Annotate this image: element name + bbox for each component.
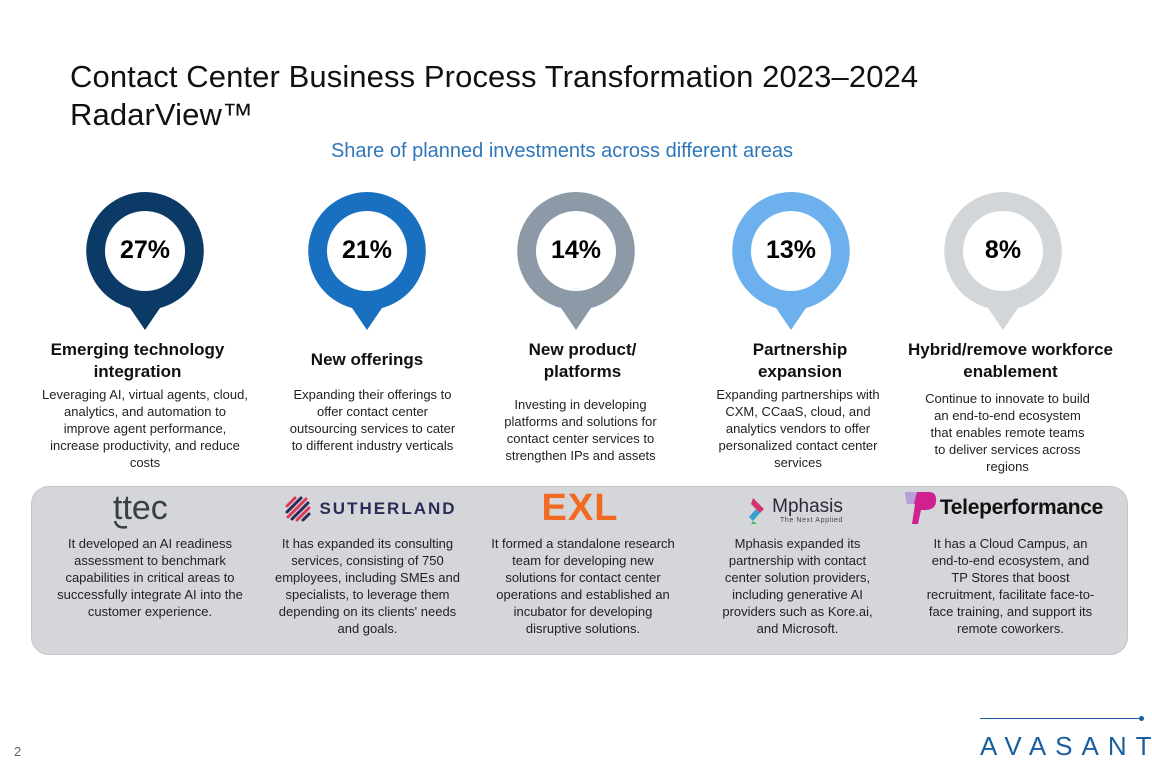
sutherland-logo: SUTHERLAND (270, 492, 470, 526)
exl-wordmark: EXL (541, 486, 619, 529)
slide-subtitle: Share of planned investments across diff… (330, 140, 794, 162)
pin-new-offerings: 21% (307, 190, 427, 340)
map-pin-icon (732, 192, 850, 330)
avasant-logo: AVASANT (980, 731, 1152, 761)
map-pin-icon (517, 192, 635, 330)
area-heading: New offerings (310, 350, 424, 369)
percent-value: 21% (341, 236, 393, 264)
title-line-1: Contact Center Business Process Transfor… (70, 59, 919, 94)
percent-value: 8% (984, 236, 1022, 264)
ttec-logo: ttec (95, 488, 205, 530)
mphasis-logo: Mphasis The Next Applied (735, 490, 855, 530)
ttec-wordmark: ttec (113, 489, 168, 527)
area-description: Investing in developing platforms and so… (504, 397, 657, 463)
map-pin-icon (308, 192, 426, 330)
percent-value: 14% (550, 236, 602, 264)
provider-highlights-panel (31, 486, 1128, 655)
pin-partnership-expansion: 13% (731, 190, 851, 340)
teleperformance-wordmark: Teleperformance (939, 496, 1103, 519)
percent-value: 27% (119, 236, 171, 264)
page-number: 2 (14, 744, 22, 759)
map-pin-icon (86, 192, 204, 330)
mphasis-chevron-icon (749, 498, 765, 524)
area-heading: Emerging technology integration (50, 340, 225, 381)
area-description: Expanding partnerships with CXM, CCaaS, … (716, 387, 880, 470)
sutherland-wordmark: SUTHERLAND (319, 499, 457, 518)
mphasis-wordmark: Mphasis (772, 495, 843, 517)
pin-emerging-technology: 27% (85, 190, 205, 340)
area-description: Leveraging AI, virtual agents, cloud, an… (42, 387, 248, 470)
area-description: Continue to innovate to build an end-to-… (925, 391, 1090, 474)
exl-logo: EXL (530, 486, 630, 529)
pin-hybrid-workforce: 8% (943, 190, 1063, 340)
title-line-2: RadarView™ (70, 97, 254, 132)
teleperformance-logo: Teleperformance (903, 489, 1103, 527)
teleperformance-tp-icon (905, 492, 937, 524)
avasant-logo-dot (1139, 716, 1144, 721)
ttec-logo-mark: ttec (113, 489, 168, 529)
percent-value: 13% (765, 236, 817, 264)
provider-description: It has a Cloud Campus, an end-to-end eco… (926, 536, 1095, 636)
provider-description: Mphasis expanded its partnership with co… (722, 536, 873, 636)
area-heading: Hybrid/remove workforce enablement (907, 340, 1113, 381)
map-pin-icon (944, 192, 1062, 330)
area-heading: New product/ platforms (528, 340, 637, 381)
sutherland-stripes-icon (285, 496, 311, 522)
slide-title: Contact Center Business Process Transfor… (70, 58, 918, 134)
avasant-logo-line (980, 718, 1140, 719)
area-description: Expanding their offerings to offer conta… (289, 387, 456, 453)
mphasis-tagline: The Next Applied (779, 516, 843, 524)
provider-description: It developed an AI readiness assessment … (57, 536, 243, 619)
provider-description: It has expanded its consulting services,… (275, 536, 460, 636)
pin-new-product-platforms: 14% (516, 190, 636, 340)
area-heading: Partnership expansion (752, 340, 848, 381)
provider-description: It formed a standalone research team for… (491, 536, 675, 636)
